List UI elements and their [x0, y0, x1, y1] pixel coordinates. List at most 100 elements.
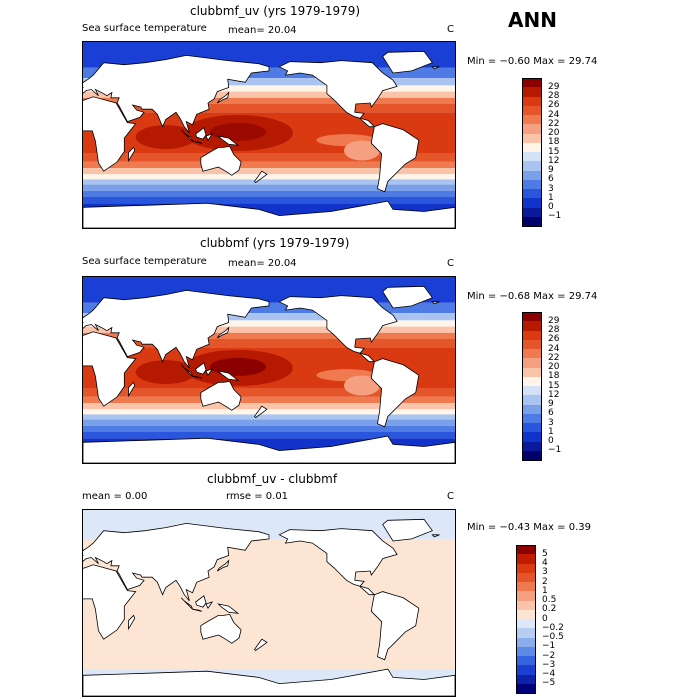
panel3-map [82, 509, 456, 697]
panel1-title: clubbmf_uv (yrs 1979-1979) [190, 4, 361, 18]
colorbar-cell [522, 367, 542, 378]
colorbar-cell [516, 563, 536, 574]
colorbar-tick-label: 26 [548, 100, 560, 111]
colorbar-cell [522, 423, 542, 433]
colorbar-cell [522, 339, 542, 350]
colorbar-cell [516, 619, 536, 629]
colorbar-cell [522, 133, 542, 144]
colorbar-cell [522, 207, 542, 218]
panel2-units: C [447, 258, 454, 269]
colorbar-tick-label: −1 [542, 641, 556, 652]
colorbar-tick-label: 29 [548, 81, 560, 92]
panel2-map-svg [83, 277, 455, 463]
colorbar-cell [522, 216, 542, 227]
panel2-title: clubbmf (yrs 1979-1979) [200, 236, 350, 250]
panel2-mean: mean= 20.04 [228, 258, 297, 269]
colorbar-tick-label: 0 [542, 613, 548, 624]
colorbar-cell [522, 124, 542, 134]
panel1-map [82, 41, 456, 229]
colorbar-tick-label: 9 [548, 165, 554, 175]
colorbar-tick-label: 0 [548, 436, 554, 446]
panel3-map-svg [83, 510, 455, 696]
colorbar-cell [522, 189, 542, 199]
panel3-units: C [447, 491, 454, 502]
panel3-colorbar: 5 4 3 2 1 0.5 0.2 0 −0.2 −0.5 −1 −2 −3 −4 −5 [516, 545, 596, 694]
colorbar-cell [522, 376, 542, 387]
colorbar-tick-label: 6 [548, 174, 554, 185]
colorbar-cell [522, 170, 542, 181]
colorbar-cell [522, 432, 542, 442]
colorbar-cell [516, 554, 536, 564]
colorbar-tick-label: 28 [548, 91, 560, 101]
colorbar-cell [516, 683, 536, 694]
colorbar-tick-label: 22 [548, 118, 560, 129]
colorbar-tick-label: 18 [548, 371, 560, 382]
colorbar-cell [522, 395, 542, 405]
colorbar-tick-label: 29 [548, 315, 560, 326]
colorbar-cell [516, 665, 536, 675]
colorbar-tick-label: 20 [548, 362, 560, 372]
panel1-map-svg [83, 42, 455, 228]
colorbar-cell [522, 142, 542, 153]
colorbar-tick-label: −0.2 [542, 622, 564, 633]
colorbar-tick-label: 28 [548, 325, 560, 335]
colorbar-cell [516, 545, 536, 555]
panel3-mean: mean = 0.00 [82, 491, 148, 502]
colorbar-tick-label: 15 [548, 146, 560, 157]
colorbar-tick-label: 9 [548, 399, 554, 409]
colorbar-cell [522, 198, 542, 208]
colorbar-tick-label: −1 [548, 445, 562, 456]
panel1-colorbar: 29 28 26 24 22 20 18 15 12 9 6 3 1 0 −1 [522, 78, 602, 227]
colorbar-tick-label: −3 [542, 659, 556, 670]
colorbar-tick-label: 1 [542, 585, 548, 596]
panel2-colorbar: 29 28 26 24 22 20 18 15 12 9 6 3 1 0 −1 [522, 312, 602, 461]
colorbar-tick-label: 26 [548, 334, 560, 345]
panel2-map [82, 276, 456, 464]
colorbar-cell [522, 96, 542, 107]
colorbar-cell [522, 78, 542, 88]
colorbar-cell [522, 413, 542, 424]
colorbar-tick-label: 6 [548, 408, 554, 419]
colorbar-tick-label: 12 [548, 389, 560, 400]
colorbar-cell [522, 87, 542, 97]
colorbar-cell [522, 161, 542, 171]
panel1-units: C [447, 24, 454, 35]
colorbar-tick-label: −0.5 [542, 632, 564, 642]
colorbar-tick-label: 22 [548, 352, 560, 363]
colorbar-cell [522, 386, 542, 396]
colorbar-tick-label: 18 [548, 137, 560, 148]
panel3-title: clubbmf_uv - clubbmf [207, 472, 338, 486]
colorbar-tick-label: −1 [548, 211, 562, 222]
colorbar-cell [516, 582, 536, 592]
colorbar-cell [516, 637, 536, 648]
colorbar-tick-label: 24 [548, 343, 560, 354]
colorbar-cell [522, 404, 542, 415]
colorbar-cell [516, 656, 536, 666]
colorbar-cell [516, 674, 536, 685]
colorbar-cell [522, 115, 542, 125]
colorbar-cell [522, 312, 542, 322]
colorbar-tick-label: 12 [548, 155, 560, 166]
colorbar-tick-label: 4 [542, 558, 548, 568]
colorbar-tick-label: 1 [548, 426, 554, 437]
colorbar-tick-label: 2 [542, 576, 548, 587]
colorbar-cell [522, 152, 542, 162]
colorbar-tick-label: 3 [548, 183, 554, 194]
colorbar-tick-label: 5 [542, 548, 548, 559]
colorbar-tick-label: 3 [548, 417, 554, 428]
panel2-field-label: Sea surface temperature [82, 256, 207, 267]
colorbar-tick-label: 1 [548, 192, 554, 203]
colorbar-tick-label: 0 [548, 202, 554, 212]
colorbar-cell [516, 628, 536, 638]
colorbar-cell [522, 450, 542, 461]
colorbar-cell [522, 358, 542, 368]
panel3-rmse: rmse = 0.01 [226, 491, 289, 502]
colorbar-cell [522, 349, 542, 359]
colorbar-tick-label: 3 [542, 567, 548, 578]
colorbar-tick-label: 15 [548, 380, 560, 391]
colorbar-cell [516, 609, 536, 620]
colorbar-cell [516, 572, 536, 583]
colorbar-cell [522, 179, 542, 190]
panel1-minmax: Min = −0.60 Max = 29.74 [467, 56, 598, 67]
colorbar-tick-label: 0.2 [542, 604, 557, 615]
